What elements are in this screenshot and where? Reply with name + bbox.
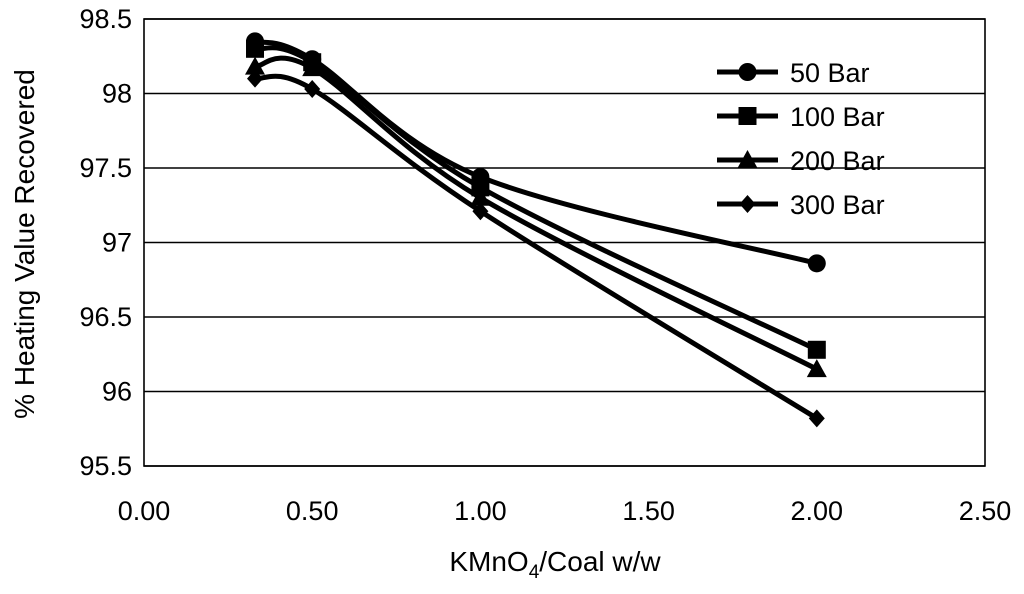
legend-entry: 50 Bar xyxy=(717,58,870,88)
x-tick-label: 2.00 xyxy=(791,496,844,526)
data-point-triangle xyxy=(245,56,266,75)
axes xyxy=(143,18,986,467)
x-tick-label: 1.50 xyxy=(622,496,675,526)
y-tick-label: 96 xyxy=(102,377,132,407)
series-lines xyxy=(245,32,827,428)
series-line xyxy=(254,73,819,421)
y-tick-label: 95.5 xyxy=(79,451,132,481)
y-tick-label: 97.5 xyxy=(79,153,132,183)
legend-label: 50 Bar xyxy=(790,58,870,88)
series-triangle xyxy=(245,55,827,378)
series-line xyxy=(254,38,818,266)
tick-labels: 95.5 96 96.5 97 97.5 98 98.5 0.00 0.50 1.00 1.50 2.… xyxy=(79,4,1011,526)
legend-entry: 300 Bar xyxy=(717,190,885,220)
y-tick-label: 96.5 xyxy=(79,302,132,332)
legend-marker-triangle xyxy=(737,150,758,168)
data-point-square xyxy=(807,340,826,359)
data-point-circle xyxy=(807,254,826,273)
legend-marker-circle xyxy=(738,63,757,81)
series-square xyxy=(246,39,826,359)
data-point-triangle xyxy=(806,359,827,378)
data-point-square xyxy=(471,178,490,197)
legend-marker-square xyxy=(738,107,757,125)
y-tick-label: 98 xyxy=(102,79,132,109)
series-line xyxy=(254,55,818,372)
legend-marker-diamond xyxy=(739,195,756,213)
data-point-triangle xyxy=(470,187,491,206)
data-point-diamond xyxy=(472,202,489,221)
legend-label: 200 Bar xyxy=(790,146,885,176)
data-point-diamond xyxy=(808,409,825,428)
data-point-triangle xyxy=(302,58,323,77)
legend-label: 100 Bar xyxy=(790,102,885,132)
x-tick-label: 0.50 xyxy=(286,496,339,526)
series-circle xyxy=(246,32,826,273)
x-axis-title-main: KMnO xyxy=(449,546,528,577)
series-line xyxy=(254,45,818,353)
series-diamond xyxy=(247,69,825,428)
x-axis-title-rest: /Coal w/w xyxy=(539,546,661,577)
x-tick-label: 1.00 xyxy=(454,496,507,526)
legend: 50 Bar 100 Bar 200 Bar 300 Bar xyxy=(717,58,885,220)
x-tick-label: 2.50 xyxy=(959,496,1012,526)
x-axis-title: KMnO4/Coal w/w xyxy=(449,546,661,583)
data-point-diamond xyxy=(247,69,264,88)
x-tick-label: 0.00 xyxy=(118,496,171,526)
x-axis-title-subscript: 4 xyxy=(529,562,540,583)
data-point-diamond xyxy=(304,80,321,99)
y-axis-title: % Heating Value Recovered xyxy=(9,69,40,419)
data-point-square xyxy=(246,39,265,58)
y-tick-label: 98.5 xyxy=(79,4,132,34)
legend-label: 300 Bar xyxy=(790,190,885,220)
plot-area-border xyxy=(143,18,986,467)
legend-entry: 100 Bar xyxy=(717,102,885,132)
y-tick-label: 97 xyxy=(102,228,132,258)
legend-entry: 200 Bar xyxy=(717,146,885,176)
